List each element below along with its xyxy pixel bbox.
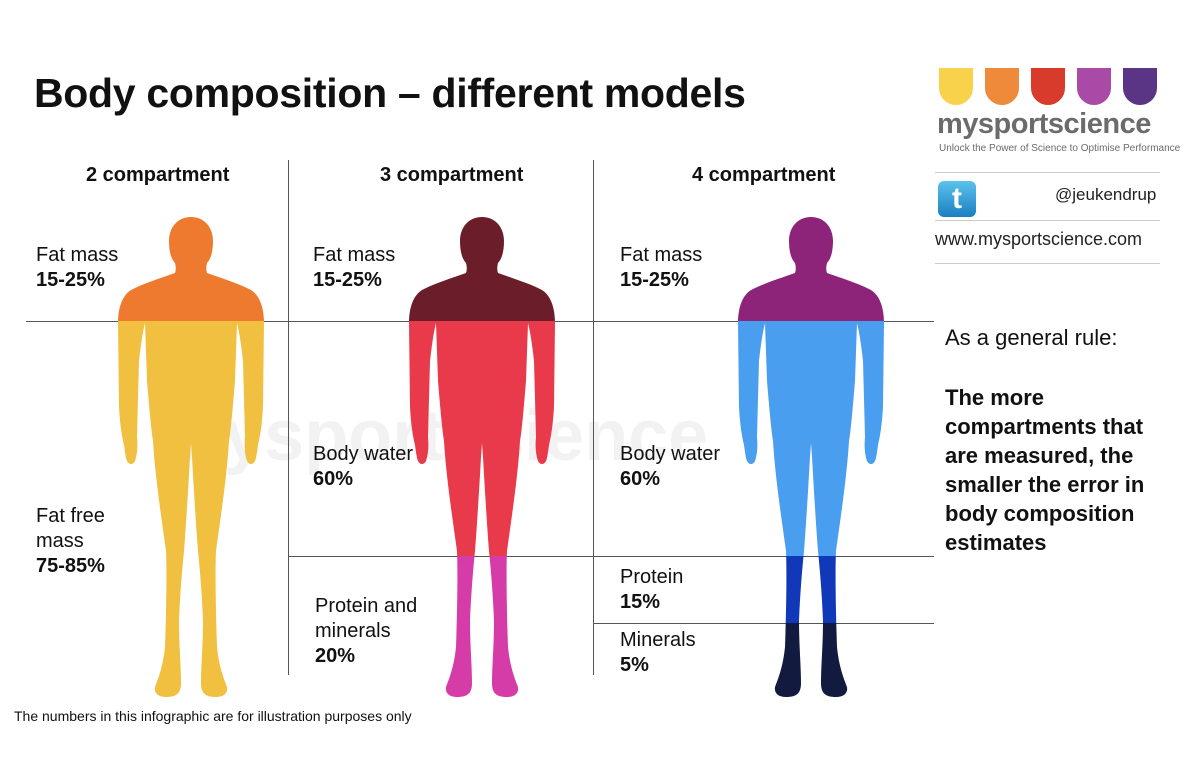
label-protein-minerals: Protein and minerals 20% xyxy=(315,594,417,669)
logo-drop-1 xyxy=(939,68,973,106)
label-value: 15% xyxy=(620,591,661,613)
label-value: 15-25% xyxy=(36,269,105,291)
label-value: 5% xyxy=(620,654,649,676)
page-title: Body composition – different models xyxy=(34,70,746,116)
twitter-icon[interactable]: t xyxy=(938,181,976,217)
general-rule-intro: As a general rule: xyxy=(945,325,1118,350)
label-fat-mass: Fat mass 15-25% xyxy=(313,243,395,293)
label-fat-mass: Fat mass 15-25% xyxy=(620,243,702,293)
column-divider xyxy=(288,160,289,675)
protein-region xyxy=(738,556,884,623)
label-name: Protein xyxy=(620,566,684,588)
divider xyxy=(935,172,1160,173)
label-fat-free-mass: Fat free mass 75-85% xyxy=(36,504,105,579)
divider xyxy=(935,220,1160,221)
protein-divider xyxy=(289,556,934,557)
label-value: 15-25% xyxy=(313,269,382,291)
logo-drop-4 xyxy=(1077,68,1111,105)
brand-tagline: Unlock the Power of Science to Optimise … xyxy=(939,143,1181,154)
label-minerals: Minerals 5% xyxy=(620,628,696,678)
divider xyxy=(935,263,1160,264)
website-link[interactable]: www.mysportscience.com xyxy=(935,229,1143,249)
label-body-water: Body water 60% xyxy=(313,442,413,492)
body-water-region xyxy=(738,321,884,556)
brand-logo xyxy=(936,68,1166,108)
label-name: Fat mass xyxy=(36,244,119,266)
label-value: 15-25% xyxy=(620,269,689,291)
label-protein: Protein 15% xyxy=(620,565,683,615)
label-body-water: Body water 60% xyxy=(620,442,720,492)
twitter-handle[interactable]: @jeukendrup xyxy=(1055,185,1157,204)
label-name: Fat mass xyxy=(313,244,396,266)
label-value: 20% xyxy=(315,645,356,667)
logo-drop-3 xyxy=(1031,68,1065,105)
logo-drop-2 xyxy=(985,68,1019,106)
label-name: Body water xyxy=(313,443,414,465)
label-name: Body water xyxy=(620,443,721,465)
heading-4-compartment: 4 compartment xyxy=(692,164,836,186)
fat-mass-region xyxy=(738,217,884,321)
footnote: The numbers in this infographic are for … xyxy=(14,708,412,724)
logo-drop-5 xyxy=(1123,68,1157,105)
logo-drops-icon xyxy=(939,68,1157,106)
heading-3-compartment: 3 compartment xyxy=(380,164,524,186)
label-name: Fat free xyxy=(36,505,105,527)
general-rule-text: The more compartments that are measured,… xyxy=(945,385,1145,555)
label-name: Protein and xyxy=(315,595,418,617)
heading-2-compartment: 2 compartment xyxy=(86,164,230,186)
label-fat-mass: Fat mass 15-25% xyxy=(36,243,118,293)
label-value: 60% xyxy=(620,468,661,490)
label-name: Minerals xyxy=(620,629,696,651)
column-divider xyxy=(593,160,594,675)
label-value: 60% xyxy=(313,468,354,490)
minerals-region xyxy=(738,623,884,697)
minerals-divider xyxy=(594,623,934,624)
label-name: minerals xyxy=(315,620,391,642)
label-name: mass xyxy=(36,530,84,552)
brand-name: mysportscience xyxy=(937,108,1151,140)
label-value: 75-85% xyxy=(36,555,105,577)
label-name: Fat mass xyxy=(620,244,703,266)
